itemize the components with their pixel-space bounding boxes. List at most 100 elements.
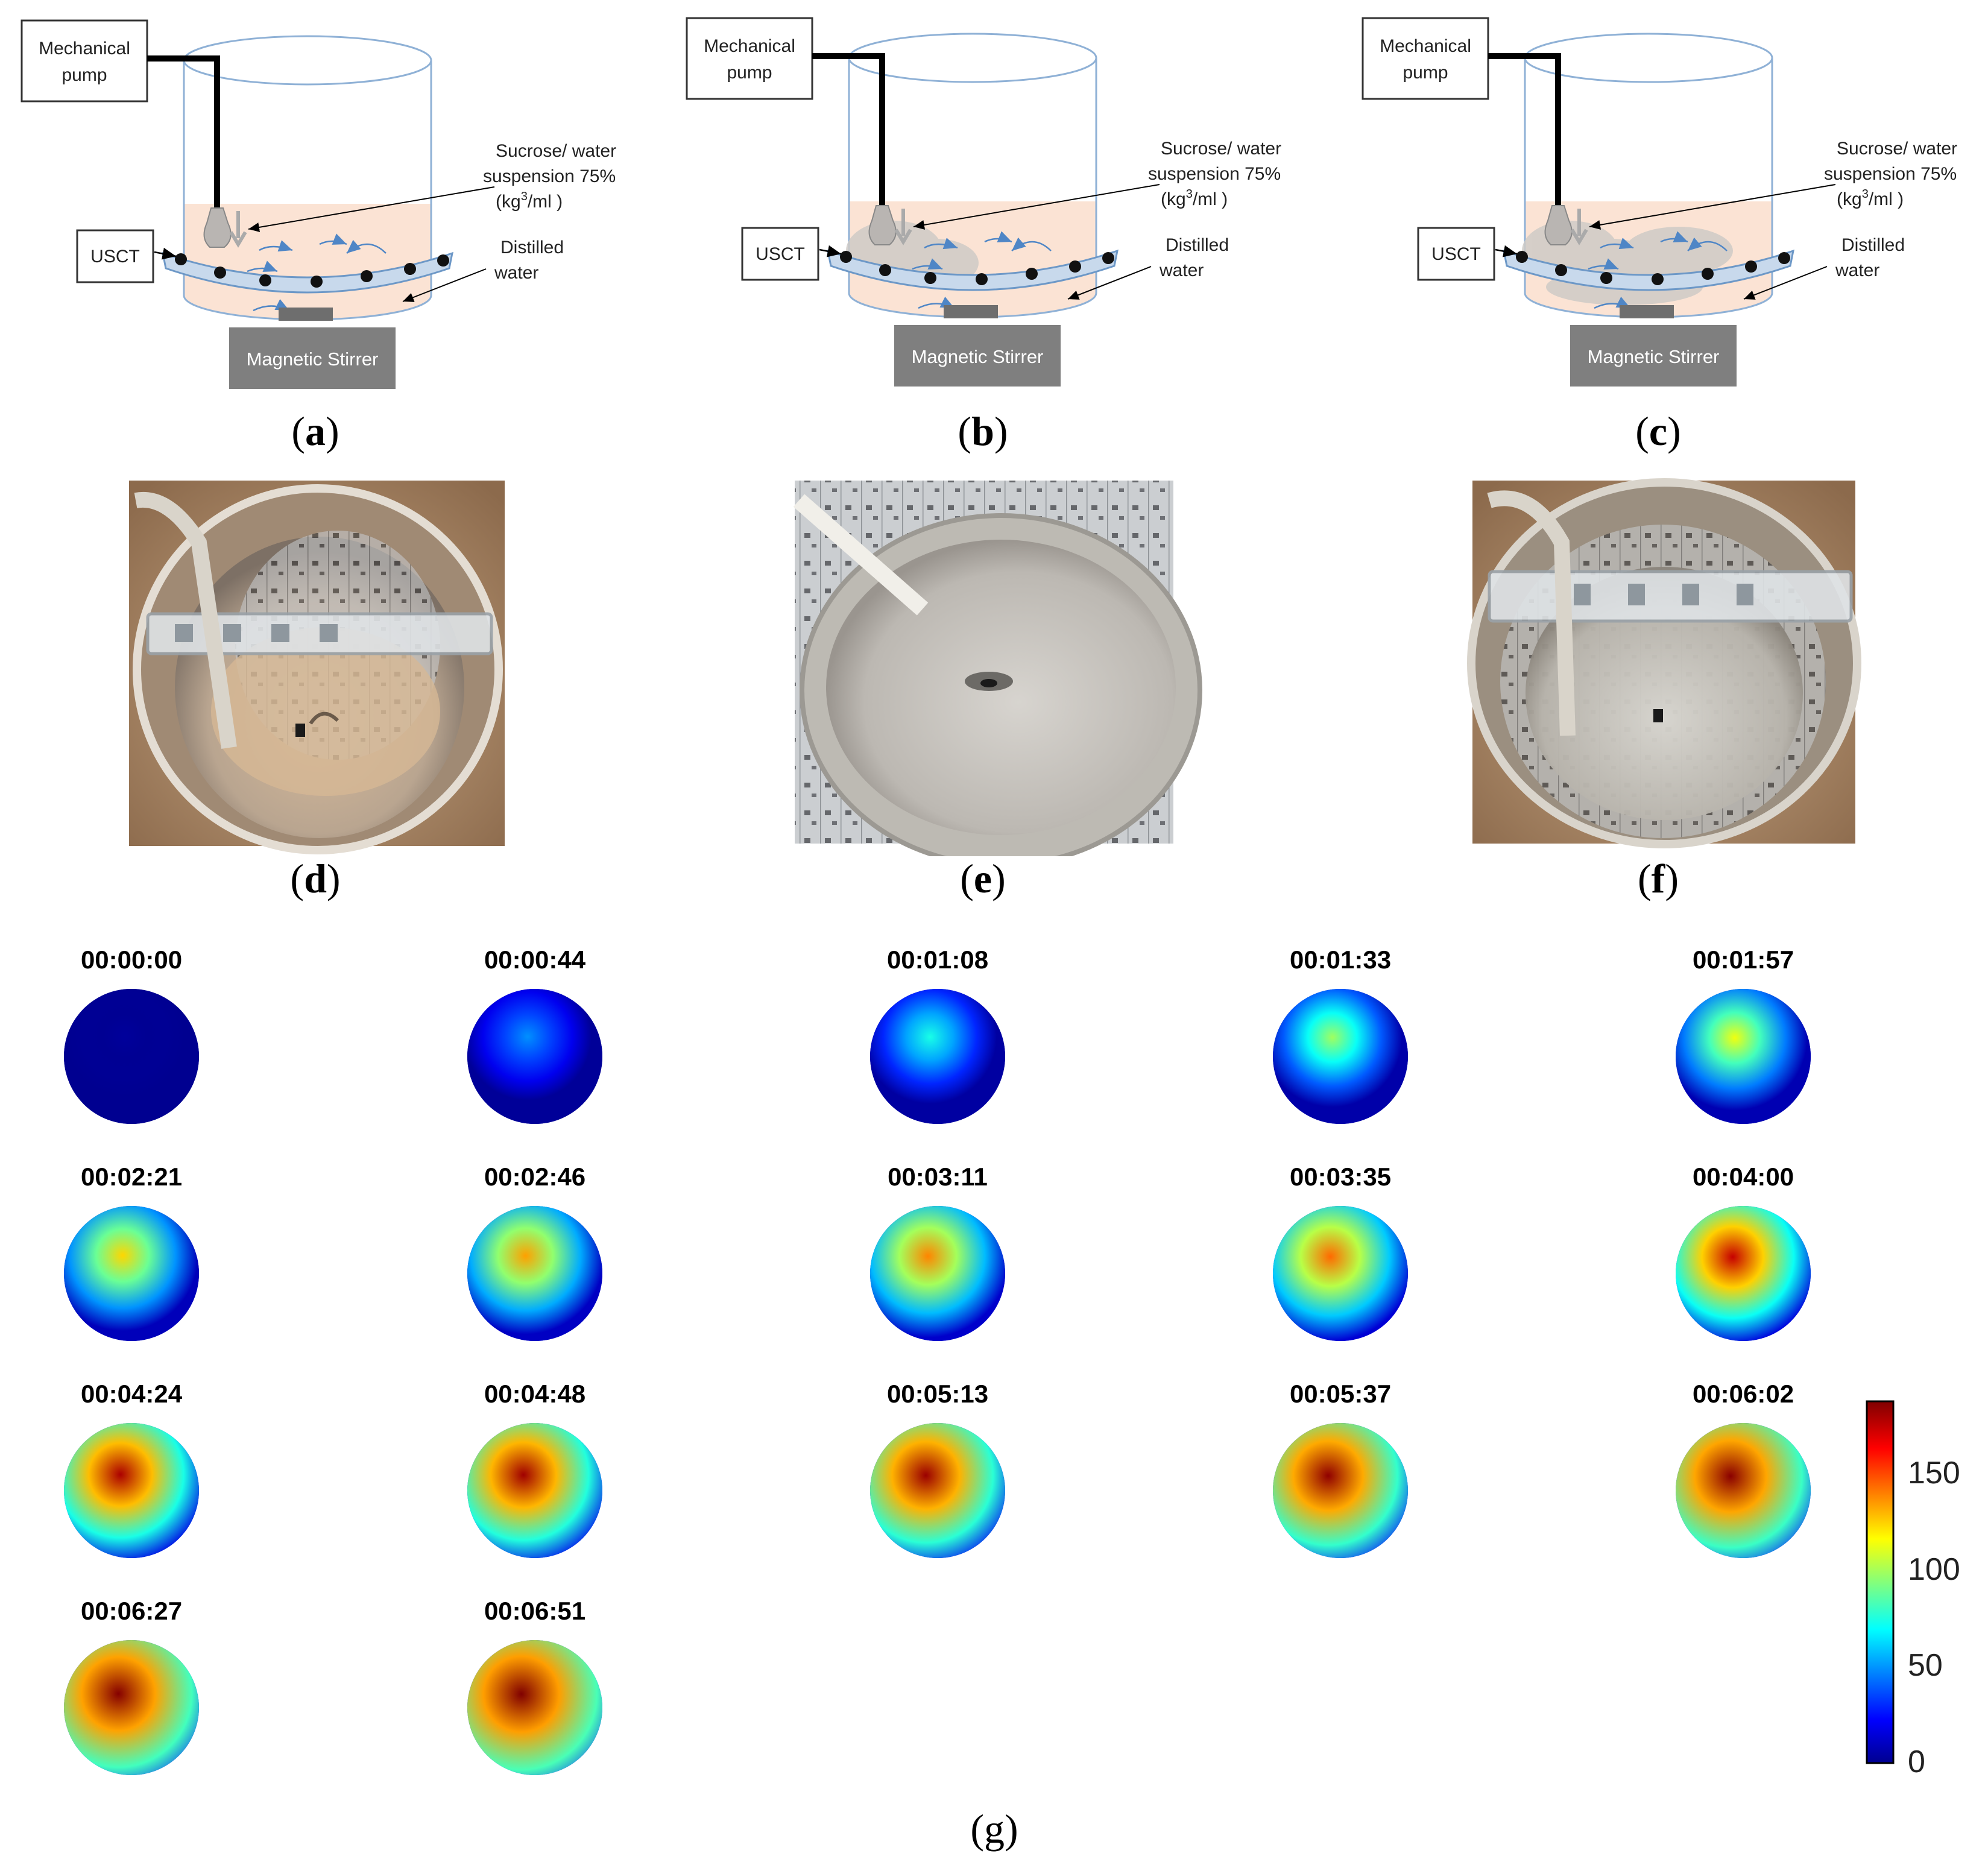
svg-text:pump: pump	[727, 63, 772, 83]
heatmap-time-label: 00:03:35	[1289, 1163, 1392, 1191]
heatmap-frame	[467, 989, 602, 1124]
heatmap-frame	[1273, 1206, 1408, 1341]
svg-text:Mechanical: Mechanical	[39, 39, 130, 58]
heatmap-frame	[467, 1640, 602, 1775]
svg-text:Sucrose/ water: Sucrose/ water	[496, 141, 616, 161]
svg-text:Sucrose/ water: Sucrose/ water	[1161, 139, 1281, 159]
svg-text:Magnetic Stirrer: Magnetic Stirrer	[247, 349, 379, 370]
heatmap-time-label: 00:05:37	[1289, 1380, 1392, 1408]
mechanical-pump-box	[686, 17, 813, 100]
photos-row	[129, 478, 1861, 856]
colorbar-tick-label: 100	[1908, 1551, 1960, 1587]
transducer-dot	[840, 251, 852, 263]
colorbar-tick-label: 50	[1908, 1648, 1943, 1683]
usct-box	[741, 227, 819, 281]
usct-box	[76, 229, 154, 283]
heatmap-time-label: 00:00:44	[484, 945, 586, 974]
transducer-dot	[361, 270, 373, 282]
svg-text:USCT: USCT	[756, 244, 805, 264]
mechanical-pump-box	[1362, 17, 1489, 100]
heatmap-time-label: 00:04:48	[484, 1380, 586, 1408]
svg-text:(kg3/ml ): (kg3/ml )	[1161, 188, 1228, 209]
photo-d	[129, 481, 505, 854]
mechanical-pump-box	[21, 19, 148, 103]
svg-text:Mechanical: Mechanical	[704, 36, 795, 56]
heatmap-frame	[467, 1423, 602, 1558]
usct-ring	[1503, 249, 1794, 291]
transducer-dot	[1600, 272, 1612, 284]
panel-label-g: (g)	[970, 1806, 1018, 1852]
photo-e	[793, 481, 1202, 856]
svg-text:Magnetic Stirrer: Magnetic Stirrer	[1588, 346, 1720, 367]
panel-label-a: (a)	[291, 408, 339, 454]
heatmap-time-label: 00:01:57	[1692, 945, 1794, 974]
svg-text:suspension 75%: suspension 75%	[483, 166, 616, 186]
usct-ring	[162, 251, 453, 294]
heatmap-frame	[64, 1640, 199, 1775]
transducer-dot	[1069, 260, 1081, 273]
heatmap-time-label: 00:03:11	[888, 1163, 988, 1191]
svg-text:USCT: USCT	[90, 247, 140, 267]
heatmap-frame	[870, 989, 1005, 1124]
transducer-dot	[404, 263, 416, 275]
heatmap-time-label: 00:06:02	[1692, 1380, 1794, 1408]
colorbar-tick-label: 0	[1908, 1744, 1925, 1779]
magnetic-stirrer	[229, 327, 396, 389]
photo-f	[1467, 478, 1861, 848]
transducer-dot	[214, 267, 226, 279]
transducer-dot	[879, 264, 891, 276]
svg-text:Distilled: Distilled	[1166, 235, 1229, 255]
transducer-dot	[1555, 264, 1567, 276]
heatmap-frame	[1273, 989, 1408, 1124]
transducer-dot	[976, 273, 988, 285]
svg-text:(kg3/ml ): (kg3/ml )	[496, 190, 563, 212]
heatmap-time-label: 00:04:00	[1692, 1163, 1794, 1191]
heatmap-time-label: 00:02:46	[484, 1163, 586, 1191]
heatmap-frame	[1273, 1423, 1408, 1558]
panel-label-b: (b)	[958, 408, 1008, 454]
usct-ring	[827, 249, 1119, 291]
svg-text:(kg3/ml ): (kg3/ml )	[1837, 188, 1904, 209]
svg-text:water: water	[1835, 260, 1879, 280]
heatmap-time-label: 00:04:24	[80, 1380, 183, 1408]
heatmap-time-label: 00:00:00	[80, 945, 183, 974]
transducer-dot	[1102, 252, 1114, 264]
svg-text:suspension 75%: suspension 75%	[1824, 164, 1957, 184]
transducer-dot	[924, 272, 936, 284]
magnetic-stirrer	[894, 325, 1061, 387]
transducer-dot	[175, 253, 187, 265]
heatmap-time-label: 00:01:33	[1289, 945, 1392, 974]
setup-diagrams: Mechanical pump USCT Magnetic Stirrer Sucros…	[21, 17, 1957, 389]
transducer-dot	[259, 274, 271, 286]
panel-label-f: (f)	[1638, 856, 1679, 901]
heatmap-frame	[64, 989, 199, 1124]
transducer-dot	[1652, 273, 1664, 285]
transducer-dot	[1026, 268, 1038, 280]
panel-label-d: (d)	[290, 856, 341, 901]
svg-text:USCT: USCT	[1431, 244, 1481, 264]
svg-text:suspension 75%: suspension 75%	[1148, 164, 1281, 184]
svg-text:Magnetic Stirrer: Magnetic Stirrer	[912, 346, 1044, 367]
heatmap-frame	[870, 1423, 1005, 1558]
colorbar-tick-label: 150	[1908, 1456, 1960, 1491]
heatmap-time-label: 00:06:27	[80, 1597, 183, 1625]
diagram-b: Mechanical pump USCT Magnetic Stirrer Sucros…	[686, 17, 1281, 387]
svg-text:Distilled: Distilled	[1841, 235, 1905, 255]
heatmap-frame	[467, 1206, 602, 1341]
svg-text:pump: pump	[1403, 63, 1448, 83]
heatmap-time-label: 00:05:13	[886, 1380, 989, 1408]
heatmap-time-label: 00:02:21	[80, 1163, 183, 1191]
transducer-dot	[437, 254, 449, 267]
heatmap-frame	[1676, 989, 1811, 1124]
transducer-dot	[1702, 268, 1714, 280]
transducer-dot	[1745, 260, 1757, 273]
heatmap-frame	[1676, 1206, 1811, 1341]
heatmap-time-label: 00:06:51	[484, 1597, 586, 1625]
heatmap-frame	[64, 1206, 199, 1341]
panel-label-e: (e)	[960, 856, 1006, 901]
usct-box	[1417, 227, 1495, 281]
heatmap-frame	[1676, 1423, 1811, 1558]
heatmap-frame	[64, 1423, 199, 1558]
transducer-dot	[1778, 252, 1790, 264]
svg-text:Distilled: Distilled	[500, 238, 564, 257]
